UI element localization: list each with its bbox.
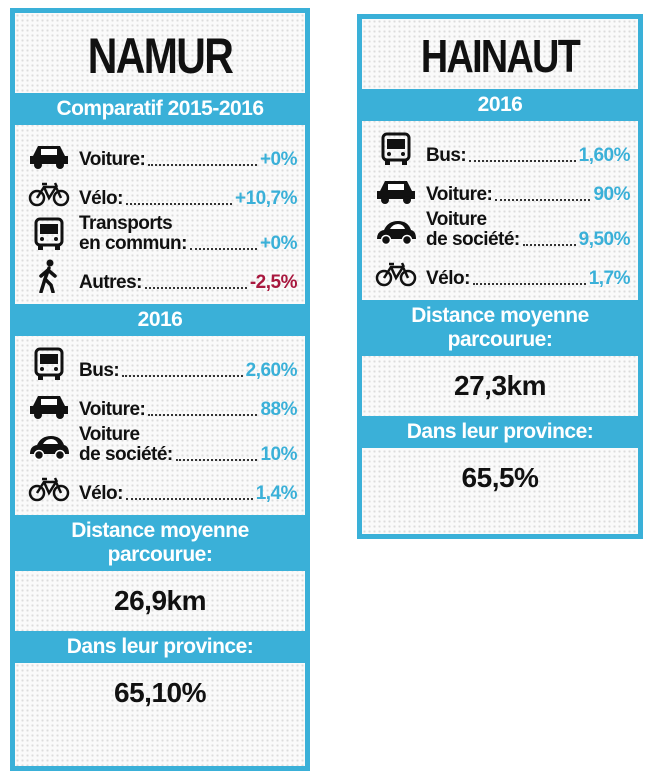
dot-leader xyxy=(175,459,258,461)
dot-leader xyxy=(125,203,233,205)
item-row: Transports en commun: +0% xyxy=(27,214,298,254)
item-label: Voiture: xyxy=(426,184,493,205)
dot-leader xyxy=(495,199,591,201)
item-value: +10,7% xyxy=(235,188,297,209)
item-label: Voiture: xyxy=(79,399,146,420)
panel-title: HAINAUT xyxy=(420,30,581,82)
icon-bike xyxy=(375,262,417,287)
item-row: Vélo: 1,7% xyxy=(374,255,631,289)
section-heading: Distance moyenne parcourue: xyxy=(362,300,638,356)
item-label-line: en commun: xyxy=(79,233,187,254)
item-value: 1,4% xyxy=(255,483,298,504)
item-label: Autres: xyxy=(79,272,143,293)
item-value: +0% xyxy=(259,149,298,170)
item-list: Bus: 1,60% Voiture: 90% Voiture de société: 9,… xyxy=(362,121,638,300)
item-row: Autres: -2,5% xyxy=(27,259,298,293)
item-row: Voiture: +0% xyxy=(27,136,298,170)
item-label: Voiture de société: xyxy=(426,210,520,250)
item-label: Voiture: xyxy=(79,149,146,170)
icon-car xyxy=(30,146,68,169)
section-heading: 2016 xyxy=(362,89,638,121)
item-label-line: Transports xyxy=(79,213,173,234)
item-label: Transports en commun: xyxy=(79,214,187,254)
section-value: 65,5% xyxy=(461,462,539,493)
dot-leader xyxy=(522,244,576,246)
section-heading: Dans leur province: xyxy=(362,416,638,448)
item-label-line: Voiture xyxy=(79,424,140,445)
item-value: +0% xyxy=(259,233,298,254)
icon-bus xyxy=(34,347,64,380)
item-value: 2,60% xyxy=(245,360,298,381)
icon-walk xyxy=(39,259,57,293)
item-row: Vélo: 1,4% xyxy=(27,470,298,504)
item-label-line: de société: xyxy=(426,229,520,250)
item-value: 10% xyxy=(260,444,297,465)
item-label: Voiture de société: xyxy=(79,425,173,465)
icon-car2 xyxy=(30,436,69,461)
icon-car xyxy=(30,396,68,419)
section-value: 26,9km xyxy=(114,585,206,616)
item-label: Vélo: xyxy=(426,268,470,289)
item-value: 88% xyxy=(260,399,297,420)
section-heading: Comparatif 2015-2016 xyxy=(15,93,305,125)
item-label: Vélo: xyxy=(79,483,123,504)
dot-leader xyxy=(145,287,247,289)
item-row: Vélo: +10,7% xyxy=(27,175,297,209)
icon-car2 xyxy=(377,221,416,246)
section-heading-line: Distance moyenne xyxy=(71,519,249,542)
section-heading: 2016 xyxy=(15,304,305,336)
item-value: 9,50% xyxy=(578,229,631,250)
item-label: Bus: xyxy=(426,145,467,166)
dot-leader xyxy=(125,498,253,500)
item-list: Voiture: +0% Vélo: +10,7% Transports en commu… xyxy=(15,125,305,304)
dot-leader xyxy=(148,414,258,416)
item-row: Bus: 2,60% xyxy=(27,347,298,381)
icon-car xyxy=(377,181,415,204)
section-heading-line: parcourue: xyxy=(447,328,553,351)
item-label: Bus: xyxy=(79,360,120,381)
item-row: Voiture: 88% xyxy=(27,386,297,420)
item-label: Vélo: xyxy=(79,188,123,209)
item-row: Voiture de société: 10% xyxy=(27,425,297,465)
icon-bike xyxy=(28,182,70,207)
panel-title: NAMUR xyxy=(87,28,234,84)
dot-leader xyxy=(148,164,257,166)
item-value: 1,7% xyxy=(588,268,631,289)
item-value: 1,60% xyxy=(578,145,631,166)
dot-leader xyxy=(472,283,586,285)
item-value: 90% xyxy=(593,184,630,205)
item-list: Bus: 2,60% Voiture: 88% Voiture de société: 10… xyxy=(15,336,305,515)
section-heading-line: parcourue: xyxy=(107,543,213,566)
section-value: 27,3km xyxy=(454,370,546,401)
icon-bike xyxy=(28,477,70,502)
icon-bus xyxy=(381,132,411,165)
section-heading-line: Distance moyenne xyxy=(411,304,589,327)
item-label-line: de société: xyxy=(79,444,173,465)
dot-leader xyxy=(122,375,243,377)
dot-leader xyxy=(189,248,257,250)
item-row: Bus: 1,60% xyxy=(374,132,631,166)
section-heading: Dans leur province: xyxy=(15,631,305,663)
dot-leader xyxy=(469,160,576,162)
item-row: Voiture de société: 9,50% xyxy=(374,210,631,250)
icon-bus xyxy=(34,217,64,250)
item-value: -2,5% xyxy=(249,272,298,293)
item-label-line: Voiture xyxy=(426,209,487,230)
section-heading: Distance moyenne parcourue: xyxy=(15,515,305,571)
item-row: Voiture: 90% xyxy=(374,171,630,205)
panel: NAMUR Comparatif 2015-2016 Voiture: +0% Vélo… xyxy=(10,8,310,771)
panel: HAINAUT 2016 Bus: 1,60% Voiture: 90% Voiture de… xyxy=(357,14,643,539)
section-value: 65,10% xyxy=(114,677,206,708)
